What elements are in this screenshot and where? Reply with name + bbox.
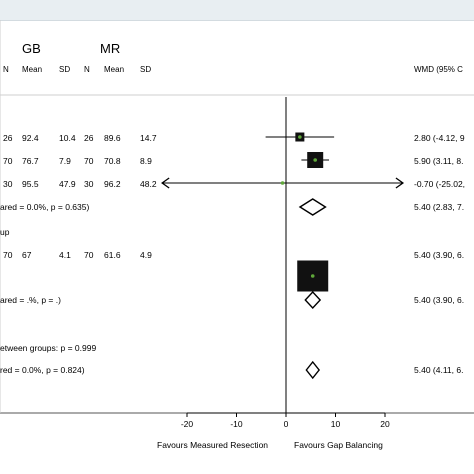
favours-right-label: Favours Gap Balancing xyxy=(294,440,383,450)
row3-gb-n: 30 xyxy=(3,179,13,189)
row3-mr-sd: 48.2 xyxy=(140,179,157,189)
study-point-estimate xyxy=(298,135,302,139)
gb-sd-header: SD xyxy=(59,65,71,74)
row3-wmd: -0.70 (-25.02, xyxy=(414,179,466,189)
row3-gb-sd: 47.9 xyxy=(59,179,76,189)
subtotal1-wmd: 5.40 (2.83, 7. xyxy=(414,202,465,212)
row1-mr-mean: 89.6 xyxy=(104,133,121,143)
gb-mean-header: Mean xyxy=(22,65,43,74)
row3-mr-mean: 96.2 xyxy=(104,179,121,189)
row1-gb-n: 26 xyxy=(3,133,13,143)
overall-label: red = 0.0%, p = 0.824) xyxy=(0,365,85,375)
row4-mr-mean: 61.6 xyxy=(104,250,121,260)
mr-mean-header: Mean xyxy=(104,65,125,74)
mr-group-header: MR xyxy=(100,41,121,56)
row4-gb-n: 70 xyxy=(3,250,13,260)
study-point-estimate xyxy=(313,158,318,162)
row4-wmd: 5.40 (3.90, 6. xyxy=(414,250,465,260)
ci-arrow-left xyxy=(161,177,170,189)
row3-gb-mean: 95.5 xyxy=(22,179,39,189)
gb-n-header: N xyxy=(3,65,9,74)
row2-wmd: 5.90 (3.11, 8. xyxy=(414,156,464,166)
row1-gb-mean: 92.4 xyxy=(22,133,39,143)
row4-mr-n: 70 xyxy=(84,250,94,260)
subtotal1-diamond xyxy=(298,198,327,216)
ci-arrow-right xyxy=(395,177,405,189)
group2-label: up xyxy=(0,227,10,237)
wmd-header: WMD (95% C xyxy=(414,65,463,74)
x-tick-label: 0 xyxy=(284,419,289,429)
row4-gb-sd: 4.1 xyxy=(59,250,71,260)
row1-wmd: 2.80 (-4.12, 9 xyxy=(414,133,465,143)
row1-gb-sd: 10.4 xyxy=(59,133,76,143)
row1-mr-n: 26 xyxy=(84,133,94,143)
top-bar xyxy=(0,0,474,21)
study-point-estimate xyxy=(280,181,285,185)
between-groups-label: etween groups: p = 0.999 xyxy=(0,343,97,353)
overall-diamond xyxy=(305,360,321,380)
study-point-estimate xyxy=(310,274,315,278)
row2-mr-sd: 8.9 xyxy=(140,156,152,166)
forest-plot-frame: GB MR N Mean SD N Mean SD WMD (95% C 26 … xyxy=(0,20,474,474)
row2-gb-sd: 7.9 xyxy=(59,156,71,166)
gb-group-header: GB xyxy=(22,41,41,56)
row2-mr-n: 70 xyxy=(84,156,94,166)
mr-n-header: N xyxy=(84,65,90,74)
subtotal2-wmd: 5.40 (3.90, 6. xyxy=(414,295,465,305)
row3-mr-n: 30 xyxy=(84,179,94,189)
row2-gb-mean: 76.7 xyxy=(22,156,39,166)
x-tick-label: 10 xyxy=(331,419,341,429)
favours-left-label: Favours Measured Resection xyxy=(157,440,269,450)
subtotal2-label: ared = .%, p = .) xyxy=(0,295,61,305)
x-tick-label: -10 xyxy=(230,419,243,429)
row2-gb-n: 70 xyxy=(3,156,13,166)
mr-sd-header: SD xyxy=(140,65,152,74)
x-tick-label: -20 xyxy=(181,419,194,429)
row1-mr-sd: 14.7 xyxy=(140,133,157,143)
subtotal1-label: ared = 0.0%, p = 0.635) xyxy=(0,202,90,212)
x-tick-label: 20 xyxy=(380,419,390,429)
row2-mr-mean: 70.8 xyxy=(104,156,121,166)
row4-gb-mean: 67 xyxy=(22,250,32,260)
subtotal2-diamond xyxy=(304,290,322,310)
row4-mr-sd: 4.9 xyxy=(140,250,152,260)
overall-wmd: 5.40 (4.11, 6. xyxy=(414,365,464,375)
